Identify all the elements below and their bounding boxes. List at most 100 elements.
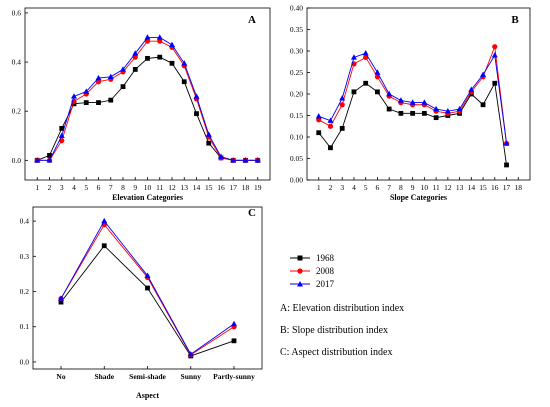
series-line <box>318 46 507 144</box>
series-line <box>60 245 235 357</box>
y-tick-label: 0.30 <box>290 47 303 56</box>
x-tick-label: 18 <box>242 183 250 192</box>
note-slope: B: Slope distribution index <box>280 325 388 336</box>
data-point <box>181 79 187 85</box>
legend-label-2008: 2008 <box>316 266 335 276</box>
x-tick-label: 14 <box>468 183 476 192</box>
data-point <box>144 272 151 278</box>
data-point <box>145 55 150 61</box>
data-point <box>363 80 369 86</box>
data-point <box>410 110 416 116</box>
panel-B: 0.000.050.100.150.200.250.300.350.401 2 3 4… <box>290 4 531 202</box>
data-point <box>58 132 65 138</box>
data-point <box>327 117 334 123</box>
legend-entry-2008: 2008 <box>290 266 335 276</box>
x-tick-label: 12 <box>444 183 452 192</box>
legend-marker-square <box>297 255 303 261</box>
y-tick-label: 0.6 <box>12 8 22 17</box>
data-point <box>339 126 345 131</box>
x-tick-label: Semi-shade <box>129 372 166 381</box>
data-point <box>374 69 381 75</box>
x-tick-label: 13 <box>181 183 189 192</box>
legend-label-1968: 1968 <box>316 253 335 263</box>
data-point <box>144 34 151 40</box>
data-point <box>169 60 175 66</box>
data-point <box>328 145 333 151</box>
x-tick-label: 4 <box>72 183 76 192</box>
data-point <box>169 41 175 48</box>
x-tick-label: 11 <box>432 183 439 192</box>
series-2008-B <box>316 44 510 147</box>
x-tick-label: 17 <box>230 183 238 192</box>
data-point <box>96 100 101 105</box>
data-point <box>480 102 486 108</box>
panel-label: A <box>248 14 256 26</box>
data-point <box>397 97 404 103</box>
x-tick-label: 9 <box>133 183 137 192</box>
panels-layer: 0.00.20.40.61 2 3 4 5 6 7 8 9 10 11 12 13 14 15 16 17 18 1… <box>12 4 531 400</box>
data-point <box>187 351 194 357</box>
data-point <box>409 99 416 105</box>
data-point <box>132 67 138 72</box>
y-tick-label: 0.40 <box>290 4 303 13</box>
data-point <box>194 111 199 117</box>
x-tick-label: 2 <box>329 183 333 192</box>
data-point <box>71 93 77 99</box>
data-point <box>315 113 322 119</box>
x-tick-label: 7 <box>387 183 391 192</box>
data-point <box>83 100 89 105</box>
x-tick-label: 18 <box>515 183 523 192</box>
x-tick-label: 16 <box>217 183 225 192</box>
x-tick-label: Partly-sunny <box>213 372 255 381</box>
x-tick-label: 1 <box>317 183 321 192</box>
data-point <box>132 50 139 56</box>
y-tick-label: 0.15 <box>290 111 303 120</box>
data-point <box>456 105 463 112</box>
legend-entry-1968: 1968 <box>290 253 335 263</box>
data-point <box>206 140 212 146</box>
x-tick-label: 13 <box>456 183 464 192</box>
x-tick-label: 16 <box>491 183 499 192</box>
data-point <box>242 157 249 163</box>
x-tick-label: 9 <box>411 183 415 192</box>
panel-label: C <box>248 207 256 219</box>
y-tick-label: 0.10 <box>290 133 303 142</box>
series-2017-C <box>58 217 237 357</box>
plot-frame-A <box>24 7 271 181</box>
x-tick-label: 10 <box>144 183 152 192</box>
data-point <box>120 66 126 72</box>
x-tick-label: 4 <box>352 183 356 192</box>
data-point <box>193 93 200 99</box>
data-point <box>386 106 392 112</box>
x-tick-label: 2 <box>48 183 52 192</box>
data-point <box>254 157 261 163</box>
data-point <box>145 285 150 291</box>
series-line <box>318 52 507 144</box>
data-point <box>339 102 345 108</box>
data-point <box>58 295 64 301</box>
data-point <box>46 157 53 163</box>
series-line <box>318 81 507 166</box>
legend-marker-circle <box>297 268 303 274</box>
x-axis-title: Slope Categories <box>390 193 447 202</box>
data-point <box>433 115 439 121</box>
data-point <box>108 97 114 103</box>
y-tick-label: 0.4 <box>12 58 22 67</box>
data-point <box>101 243 107 249</box>
x-tick-label: 17 <box>503 183 511 192</box>
data-point <box>327 123 334 129</box>
x-tick-label: 7 <box>109 183 113 192</box>
x-tick-label: 14 <box>193 183 201 192</box>
series-2017-A <box>34 34 261 163</box>
x-tick-label: 5 <box>84 183 88 192</box>
panel-A: 0.00.20.40.61 2 3 4 5 6 7 8 9 10 11 12 13 14 15 16 17 18 1… <box>12 7 271 202</box>
data-point <box>156 34 163 40</box>
x-tick-label: 8 <box>121 183 125 192</box>
x-tick-label: Shade <box>94 372 114 381</box>
data-point <box>120 84 126 90</box>
panel-label: B <box>511 14 519 26</box>
data-point <box>491 52 498 58</box>
data-point <box>350 54 357 60</box>
data-point <box>231 320 237 327</box>
data-point <box>386 90 393 97</box>
